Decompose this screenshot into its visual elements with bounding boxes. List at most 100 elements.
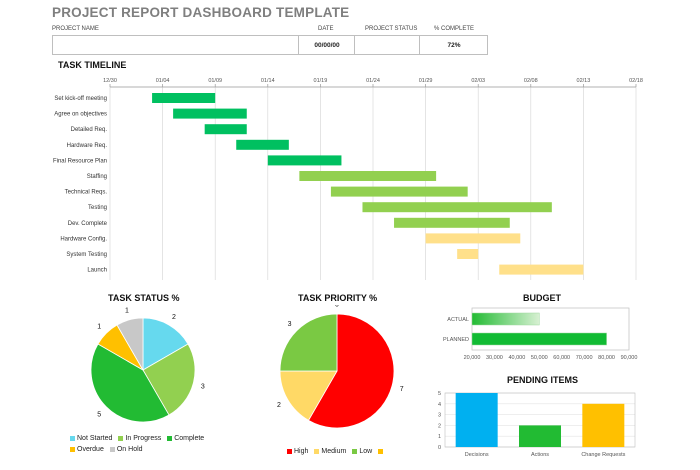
legend-complete: Complete bbox=[167, 433, 204, 444]
budget-tick-label: 40,000 bbox=[508, 355, 525, 361]
date-field[interactable]: 00/00/00 bbox=[298, 36, 355, 54]
task-label: Technical Reqs. bbox=[65, 190, 108, 196]
legend-high: High bbox=[287, 446, 308, 457]
project-status-label: PROJECT STATUS bbox=[365, 26, 418, 32]
pie-slice bbox=[279, 313, 338, 372]
task-label: Staffing bbox=[87, 174, 107, 180]
legend-swatch bbox=[70, 447, 75, 452]
pie-slice bbox=[142, 317, 189, 371]
percent-complete-field[interactable]: 72% bbox=[419, 36, 488, 54]
budget-tick-label: 90,000 bbox=[621, 355, 638, 361]
legend-swatch bbox=[70, 436, 75, 441]
timeline-tick-label: 02/03 bbox=[471, 78, 485, 84]
pie-slice bbox=[307, 313, 395, 429]
budget-tick-label: 80,000 bbox=[598, 355, 615, 361]
legend-in-progress: In Progress bbox=[118, 433, 161, 444]
timeline-tick-label: 01/04 bbox=[156, 78, 170, 84]
legend-swatch bbox=[378, 449, 384, 454]
timeline-tick-label: 02/18 bbox=[629, 78, 643, 84]
budget-title: BUDGET bbox=[523, 293, 561, 303]
budget-tick-label: 60,000 bbox=[553, 355, 570, 361]
pending-tick-label: 2 bbox=[438, 423, 441, 429]
budget-tick-label: 20,000 bbox=[464, 355, 481, 361]
legend-label: High bbox=[294, 448, 309, 455]
task-status-pie: 2 3 5 1 1 bbox=[90, 308, 205, 423]
task-label: Set kick-off meeting bbox=[54, 96, 107, 102]
legend-medium: Medium bbox=[314, 446, 346, 457]
pending-bar bbox=[455, 393, 498, 447]
task-bar bbox=[236, 139, 289, 150]
timeline-tick-label: 01/29 bbox=[419, 78, 433, 84]
pie-slice bbox=[90, 343, 170, 423]
timeline-tick-label: 01/19 bbox=[314, 78, 328, 84]
timeline-tick-label: 12/30 bbox=[103, 78, 117, 84]
task-priority-title: TASK PRIORITY % bbox=[298, 293, 378, 303]
legend-swatch bbox=[352, 449, 358, 454]
task-priority-legend: High Medium Low bbox=[287, 446, 427, 457]
legend-label: Complete bbox=[174, 435, 205, 442]
task-bar bbox=[457, 249, 479, 259]
pie-value-label: 3 bbox=[201, 384, 205, 391]
task-timeline-title: TASK TIMELINE bbox=[58, 60, 127, 70]
task-bar bbox=[425, 233, 521, 244]
pie-value-label: 2 bbox=[172, 314, 176, 321]
legend-label: Medium bbox=[321, 448, 347, 455]
task-label: Hardware Req. bbox=[67, 143, 108, 149]
project-name-label: PROJECT NAME bbox=[52, 26, 99, 32]
task-timeline-chart: 12/30 01/04 01/09 01/14 01/19 01/24 01/29 02/03… bbox=[53, 78, 643, 280]
legend-not-started: Not Started bbox=[70, 433, 112, 444]
budget-category-label: PLANNED bbox=[443, 337, 469, 343]
pending-items-chart: 0 1 2 3 4 5 Decisions Actions Change Requests bbox=[438, 391, 636, 458]
task-label: Launch bbox=[87, 268, 107, 274]
task-label: Final Resource Plan bbox=[53, 158, 107, 164]
legend-label: Not Started bbox=[77, 435, 113, 442]
legend-on-hold: On Hold bbox=[109, 444, 143, 455]
legend-swatch bbox=[118, 436, 124, 441]
task-bar bbox=[267, 155, 342, 166]
pending-tick-label: 5 bbox=[438, 391, 441, 397]
legend-swatch bbox=[109, 447, 115, 452]
date-label: DATE bbox=[318, 26, 334, 32]
pending-bar bbox=[519, 425, 561, 447]
pie-value-label: 1 bbox=[97, 324, 101, 331]
budget-category-label: ACTUAL bbox=[447, 317, 469, 323]
budget-chart: ACTUAL PLANNED 20,000 30,000 40,000 50,000 60,… bbox=[443, 307, 638, 361]
pending-tick-label: 4 bbox=[438, 402, 441, 408]
task-bar bbox=[204, 124, 247, 135]
timeline-tick-label: 02/08 bbox=[524, 78, 538, 84]
pending-tick-label: 0 bbox=[438, 445, 441, 451]
legend-swatch bbox=[287, 449, 292, 454]
pending-category-label: Actions bbox=[531, 452, 549, 458]
pie-value-label: 2 bbox=[277, 402, 281, 409]
legend-label: In Progress bbox=[125, 435, 162, 442]
task-bar bbox=[499, 264, 584, 275]
task-bar bbox=[362, 202, 552, 213]
timeline-tick-label: 01/14 bbox=[261, 78, 275, 84]
pie-value-label: 3 bbox=[288, 321, 292, 328]
task-status-title: TASK STATUS % bbox=[108, 293, 180, 303]
task-bar bbox=[330, 186, 468, 197]
pie-slice bbox=[279, 370, 338, 421]
task-priority-pie: 7 2 3 0 bbox=[277, 305, 404, 429]
pie-value-label: 1 bbox=[125, 308, 129, 315]
budget-tick-label: 70,000 bbox=[576, 355, 593, 361]
task-status-legend: Not Started In Progress Complete Overdue… bbox=[70, 433, 230, 455]
task-label: Dev. Complete bbox=[68, 221, 108, 227]
timeline-tick-label: 01/24 bbox=[366, 78, 380, 84]
timeline-tick-label: 01/09 bbox=[208, 78, 222, 84]
task-bar bbox=[299, 171, 437, 181]
pie-slice bbox=[116, 317, 144, 372]
project-status-field[interactable] bbox=[354, 36, 420, 54]
pending-category-label: Change Requests bbox=[581, 452, 625, 458]
task-label: System Testing bbox=[66, 252, 107, 258]
budget-plot-area bbox=[471, 307, 630, 351]
legend-swatch bbox=[167, 436, 173, 441]
legend-label: On Hold bbox=[116, 446, 143, 453]
project-info-row: 00/00/00 72% bbox=[52, 35, 488, 55]
legend-low: Low bbox=[352, 446, 372, 457]
page-title: PROJECT REPORT DASHBOARD TEMPLATE bbox=[52, 5, 350, 20]
budget-tick-label: 50,000 bbox=[531, 355, 548, 361]
task-label: Agree on objectives bbox=[54, 112, 107, 118]
pie-value-label: 0 bbox=[335, 305, 339, 309]
